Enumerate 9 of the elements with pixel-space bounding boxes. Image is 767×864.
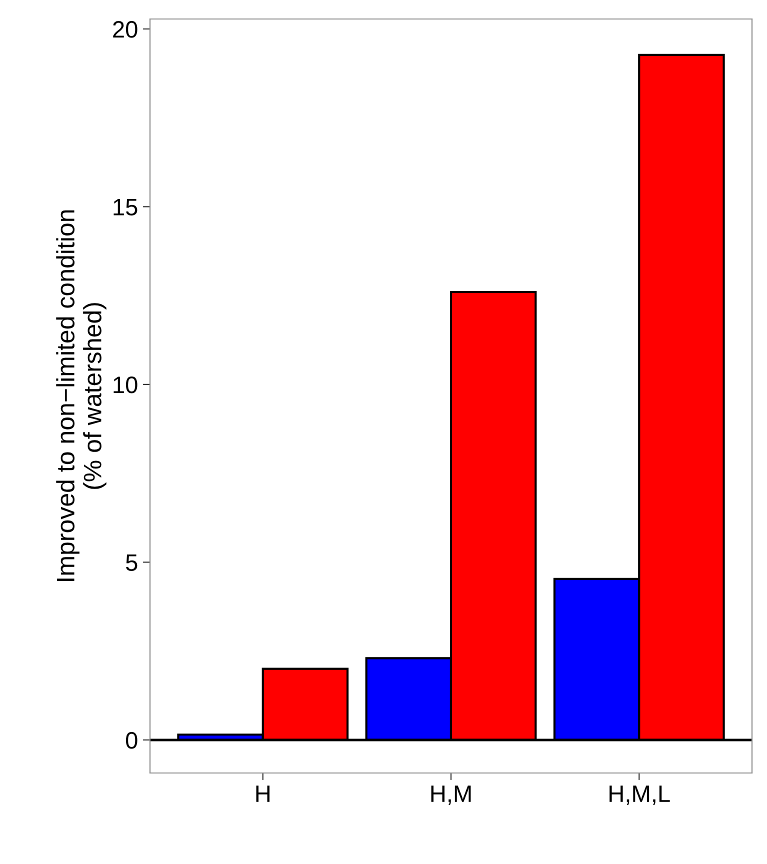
y-tick-label: 10 bbox=[114, 376, 138, 394]
x-tick-label: H,M bbox=[431, 786, 471, 805]
y-tick-label: 5 bbox=[126, 554, 138, 571]
y-axis-title: Improved to non−limited condition (% of watershed) bbox=[56, 210, 106, 581]
y-tick-label: 0 bbox=[126, 732, 138, 749]
y-tick-label: 15 bbox=[114, 199, 138, 216]
y-tick-label: 20 bbox=[113, 21, 138, 38]
x-tick-label: H bbox=[256, 786, 270, 802]
x-tick-label: H,M,L bbox=[610, 786, 670, 805]
